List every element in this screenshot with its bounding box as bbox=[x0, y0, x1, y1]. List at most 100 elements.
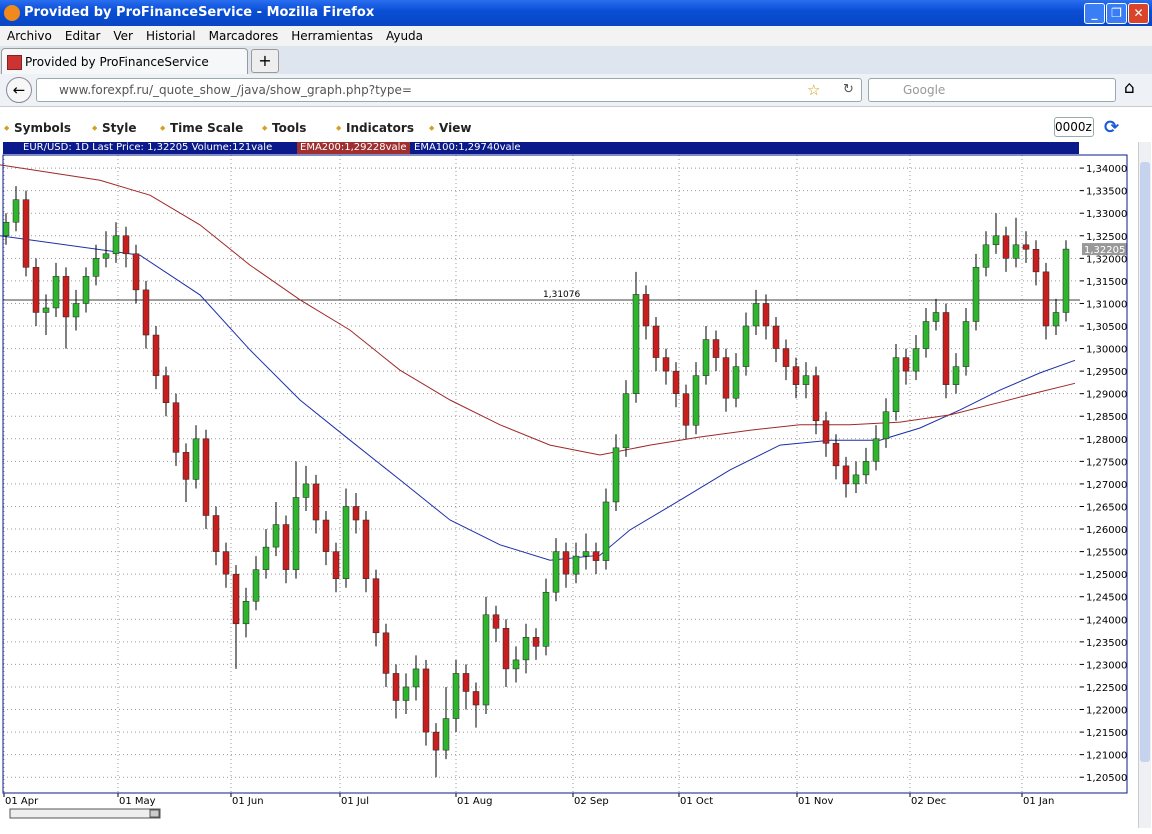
candle-body bbox=[762, 303, 770, 327]
home-button[interactable]: ⌂ bbox=[1124, 78, 1135, 98]
menu-item[interactable]: Archivo bbox=[7, 29, 52, 43]
candle bbox=[632, 271, 640, 403]
minimize-button[interactable]: _ bbox=[1084, 3, 1105, 24]
candle-body bbox=[282, 524, 290, 570]
y-tick-label: 1,30500 bbox=[1086, 322, 1127, 333]
candle-body bbox=[482, 614, 490, 706]
candle bbox=[122, 226, 130, 268]
toolbar-diamond[interactable]: ◆ bbox=[262, 124, 268, 132]
candle-body bbox=[362, 519, 370, 579]
candle-body bbox=[252, 569, 260, 602]
candle-body bbox=[1012, 244, 1020, 259]
menu-item[interactable]: Ver bbox=[113, 29, 133, 43]
search-bar[interactable]: Google bbox=[868, 78, 1116, 102]
candle bbox=[1042, 262, 1050, 340]
candle-body bbox=[392, 673, 400, 701]
toolbar-diamond[interactable]: ◆ bbox=[336, 124, 342, 132]
candle bbox=[432, 723, 440, 778]
reload-button[interactable]: ↻ bbox=[843, 82, 854, 97]
candle bbox=[952, 353, 960, 394]
y-tick-label: 1,24500 bbox=[1086, 593, 1127, 604]
menu-item[interactable]: Historial bbox=[145, 29, 196, 43]
toolbar-item[interactable]: Style bbox=[102, 121, 137, 135]
candle bbox=[1062, 240, 1070, 322]
menu-item[interactable]: Marcadores bbox=[208, 29, 279, 43]
candle bbox=[492, 605, 500, 642]
menu-item[interactable]: Ayuda bbox=[385, 29, 424, 43]
candle-body bbox=[552, 551, 560, 593]
candle-body bbox=[352, 506, 360, 521]
y-tick-label: 1,29000 bbox=[1086, 390, 1127, 401]
scroll-thumb[interactable] bbox=[1140, 162, 1150, 762]
x-tick-label: 01 May bbox=[119, 796, 156, 807]
candle-body bbox=[802, 375, 810, 385]
y-tick-label: 1,24000 bbox=[1086, 615, 1127, 626]
candle bbox=[262, 529, 270, 579]
x-tick-label: 01 Nov bbox=[798, 796, 834, 807]
tab[interactable]: Provided by ProFinanceService bbox=[1, 48, 248, 75]
y-tick-label: 1,26500 bbox=[1086, 502, 1127, 513]
candle-body bbox=[162, 375, 170, 403]
candle-body bbox=[302, 483, 310, 498]
candle-body bbox=[532, 637, 540, 647]
toolbar-diamond[interactable]: ◆ bbox=[92, 124, 98, 132]
candle bbox=[192, 425, 200, 489]
url-text: www.forexpf.ru/_quote_show_/java/show_gr… bbox=[59, 83, 412, 97]
candle bbox=[312, 474, 320, 534]
refresh-icon[interactable]: ⟳ bbox=[1104, 117, 1120, 138]
candle-body bbox=[992, 235, 1000, 246]
candle-body bbox=[1042, 271, 1050, 327]
back-button[interactable]: ← bbox=[6, 77, 32, 103]
candle-body bbox=[602, 501, 610, 561]
bookmark-star[interactable]: ☆ bbox=[807, 81, 821, 99]
candle bbox=[662, 348, 670, 385]
candle bbox=[922, 307, 930, 358]
close-button[interactable]: ✕ bbox=[1128, 3, 1149, 24]
info-bar: EUR/USD: 1D Last Price: 1,32205 Volume:1… bbox=[3, 142, 1079, 154]
url-bar[interactable]: www.forexpf.ru/_quote_show_/java/show_gr… bbox=[36, 78, 862, 102]
maximize-button[interactable]: ❐ bbox=[1106, 3, 1127, 24]
candle bbox=[212, 506, 220, 566]
plot-area bbox=[3, 155, 1080, 793]
candle-body bbox=[62, 276, 70, 318]
candle bbox=[992, 213, 1000, 254]
candle bbox=[962, 307, 970, 376]
candle-body bbox=[202, 438, 210, 516]
toolbar-item[interactable]: Time Scale bbox=[170, 121, 244, 135]
candle bbox=[942, 303, 950, 399]
candle bbox=[882, 398, 890, 448]
x-tick-label: 01 Oct bbox=[680, 796, 713, 807]
candle-body bbox=[412, 668, 420, 688]
y-tick-label: 1,25500 bbox=[1086, 548, 1127, 559]
candle-body bbox=[312, 483, 320, 521]
toolbar-item[interactable]: Symbols bbox=[14, 121, 72, 135]
toolbar-diamond[interactable]: ◆ bbox=[4, 124, 10, 132]
candle bbox=[562, 542, 570, 588]
toolbar-item[interactable]: View bbox=[439, 121, 472, 135]
candle bbox=[862, 447, 870, 484]
candle-body bbox=[792, 366, 800, 385]
candle-body bbox=[912, 348, 920, 372]
new-tab-button[interactable]: + bbox=[251, 49, 279, 73]
candle-body bbox=[542, 591, 550, 647]
toolbar-item[interactable]: Tools bbox=[272, 121, 307, 135]
candle-body bbox=[422, 668, 430, 733]
candle bbox=[1022, 231, 1030, 263]
candle-body bbox=[712, 339, 720, 358]
timeframe-input[interactable]: 0000z bbox=[1054, 117, 1094, 137]
candle bbox=[512, 646, 520, 683]
menu-item[interactable]: Herramientas bbox=[291, 29, 373, 43]
toolbar-diamond[interactable]: ◆ bbox=[429, 124, 435, 132]
candle bbox=[502, 619, 510, 687]
toolbar-item[interactable]: Indicators bbox=[346, 121, 414, 135]
y-tick-label: 1,27000 bbox=[1086, 480, 1127, 491]
menu-item[interactable]: Editar bbox=[64, 29, 101, 43]
toolbar-diamond[interactable]: ◆ bbox=[160, 124, 166, 132]
window-title: Provided by ProFinanceService - Mozilla … bbox=[24, 5, 375, 20]
y-tick-label: 1,23500 bbox=[1086, 638, 1127, 649]
y-tick-label: 1,31500 bbox=[1086, 277, 1127, 288]
candle bbox=[592, 542, 600, 575]
scrollbar-vertical[interactable] bbox=[1138, 142, 1151, 828]
candle bbox=[322, 510, 330, 566]
tab-bar: Provided by ProFinanceService + bbox=[0, 46, 1152, 75]
